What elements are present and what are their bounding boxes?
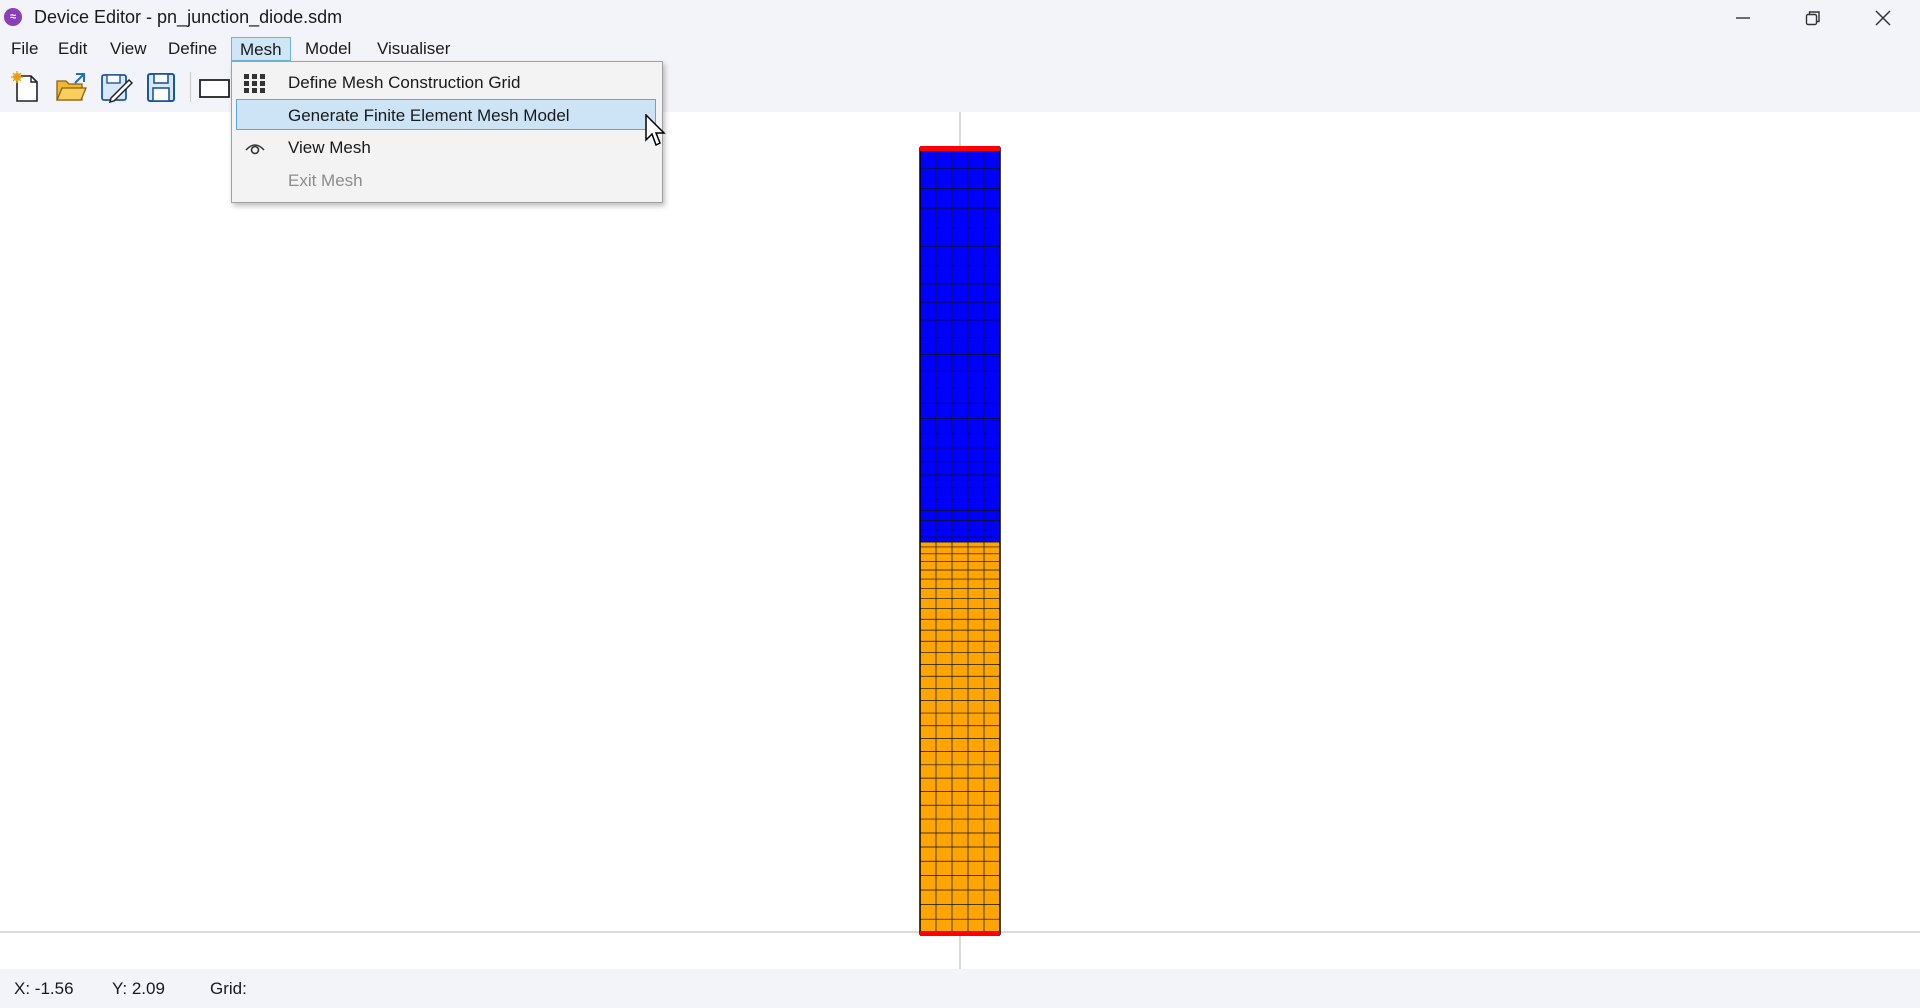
menu-view[interactable]: View [110, 39, 147, 58]
menu-item-label: Exit Mesh [288, 171, 363, 190]
waveform-app-icon: ≈ [4, 8, 22, 26]
grid-icon [244, 73, 265, 93]
top-contact [920, 146, 1000, 151]
y-coordinate: Y: 2.09 [112, 979, 165, 998]
menu-visualiser[interactable]: Visualiser [377, 39, 451, 58]
mesh-menu-dropdown: Define Mesh Construction Grid Generate F… [231, 61, 663, 203]
save-icon [147, 73, 175, 102]
p-region [920, 148, 1000, 542]
device-canvas[interactable] [0, 112, 1920, 969]
restore-button[interactable] [1778, 0, 1848, 36]
title-bar: ≈ Device Editor - pn_junction_diode.sdm [0, 0, 1920, 36]
close-icon [1875, 10, 1891, 26]
rectangle-tool-button[interactable] [194, 68, 234, 106]
n-region [920, 542, 1000, 934]
x-coordinate: X: -1.56 [14, 979, 74, 998]
menu-bar: File Edit View Define Mesh Model Visuali… [0, 36, 1920, 62]
menu-mesh[interactable]: Mesh [231, 37, 291, 61]
close-button[interactable] [1848, 0, 1918, 36]
generate-finite-element-mesh-model-item[interactable]: Generate Finite Element Mesh Model [236, 99, 656, 130]
bottom-contact [920, 931, 1000, 936]
open-folder-icon [56, 73, 87, 101]
grid-status: Grid: [210, 979, 247, 998]
status-bar: X: -1.56 Y: 2.09 Grid: [0, 969, 1920, 1008]
menu-item-label: View Mesh [288, 138, 371, 157]
exit-mesh-item: Exit Mesh [236, 165, 656, 196]
eye-icon [244, 138, 265, 158]
menu-model[interactable]: Model [305, 39, 352, 58]
menu-define[interactable]: Define [168, 39, 218, 58]
restore-icon [1805, 11, 1820, 26]
menu-item-label: Define Mesh Construction Grid [288, 73, 521, 92]
window-title: Device Editor - pn_junction_diode.sdm [34, 7, 343, 27]
minimize-button[interactable] [1708, 0, 1778, 36]
define-mesh-construction-grid-item[interactable]: Define Mesh Construction Grid [236, 67, 656, 98]
new-file-icon [11, 71, 38, 102]
menu-item-label: Generate Finite Element Mesh Model [288, 106, 570, 125]
save-as-button[interactable] [96, 68, 136, 106]
menu-file[interactable]: File [11, 39, 39, 58]
view-mesh-item[interactable]: View Mesh [236, 132, 656, 163]
toolbar-separator [190, 72, 191, 102]
mouse-cursor-icon [645, 114, 666, 147]
save-button[interactable] [141, 68, 181, 106]
device-drawing [0, 112, 1920, 969]
new-file-button[interactable] [6, 68, 46, 106]
menu-edit[interactable]: Edit [58, 39, 88, 58]
rectangle-icon [199, 79, 230, 98]
edit-save-icon [101, 74, 133, 104]
minimize-icon [1736, 17, 1750, 19]
open-button[interactable] [51, 68, 91, 106]
